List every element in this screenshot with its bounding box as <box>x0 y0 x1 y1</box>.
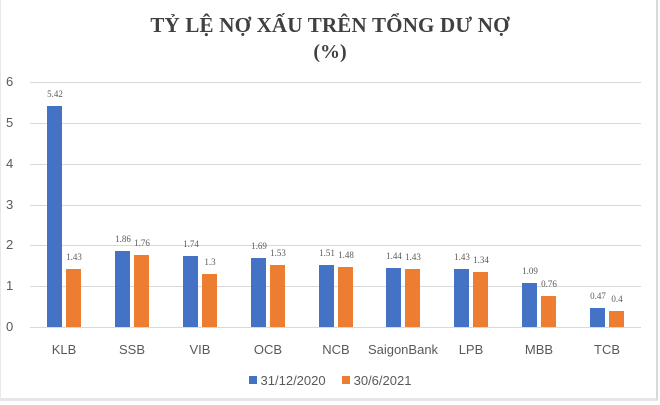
gridline <box>30 123 641 124</box>
x-axis-label: LPB <box>458 342 484 357</box>
x-axis-label: KLB <box>51 342 77 357</box>
bar-saigonbank-2021 <box>405 269 420 327</box>
data-label: 1.43 <box>66 252 82 262</box>
data-label: 0.4 <box>611 294 623 304</box>
legend-label: 30/6/2021 <box>353 372 412 388</box>
x-axis-label: MBB <box>524 342 554 357</box>
data-label: 1.51 <box>319 248 335 258</box>
bar-lpb-2021 <box>473 272 488 327</box>
bar-lpb-2020 <box>454 269 469 327</box>
x-axis-label: VIB <box>189 342 211 357</box>
gridline <box>30 286 641 287</box>
chart-subtitle: (%) <box>313 41 347 63</box>
legend-item: 31/12/2020 <box>248 372 326 388</box>
data-label: 1.44 <box>386 251 402 261</box>
data-label: 1.86 <box>115 234 131 244</box>
bar-mbb-2020 <box>522 283 537 327</box>
bar-ocb-2021 <box>270 265 285 327</box>
y-tick-label: 2 <box>6 237 14 252</box>
gridline <box>30 327 641 328</box>
chart-title: TỶ LỆ NỢ XẤU TRÊN TỔNG DƯ NỢ <box>150 13 510 37</box>
data-label: 0.47 <box>590 291 606 301</box>
x-axis-label: NCB <box>322 342 350 357</box>
data-label: 1.69 <box>251 241 267 251</box>
data-label: 1.53 <box>270 248 286 258</box>
data-label: 1.43 <box>405 252 421 262</box>
x-axis-label: SaigonBank <box>367 342 439 357</box>
x-axis-label: SSB <box>118 342 145 357</box>
x-axis-label: OCB <box>253 342 283 357</box>
gridline <box>30 82 641 83</box>
y-tick-label: 0 <box>6 319 14 334</box>
data-label: 1.3 <box>204 257 216 267</box>
data-label: 1.34 <box>473 255 489 265</box>
x-axis-label: TCB <box>594 342 620 357</box>
bar-klb-2020 <box>47 106 62 327</box>
data-label: 1.43 <box>454 252 470 262</box>
bar-ocb-2020 <box>251 258 266 327</box>
bar-tcb-2020 <box>590 308 605 327</box>
data-label: 1.48 <box>338 250 354 260</box>
gridline <box>30 164 641 165</box>
bar-saigonbank-2020 <box>386 268 401 327</box>
bar-ncb-2021 <box>338 267 353 327</box>
legend-swatch-icon <box>248 376 257 384</box>
bar-vib-2021 <box>202 274 217 327</box>
data-label: 0.76 <box>541 279 557 289</box>
bar-ssb-2021 <box>134 255 149 327</box>
data-label: 5.42 <box>47 89 63 99</box>
bar-ssb-2020 <box>115 251 130 327</box>
data-label: 1.76 <box>134 238 150 248</box>
data-label: 1.09 <box>522 266 538 276</box>
bar-mbb-2021 <box>541 296 556 327</box>
bar-vib-2020 <box>183 256 198 327</box>
legend-swatch-icon <box>341 376 350 384</box>
gridline <box>30 205 641 206</box>
y-tick-label: 4 <box>6 156 14 171</box>
legend-label: 31/12/2020 <box>260 372 326 388</box>
bar-tcb-2021 <box>609 311 624 327</box>
gridline <box>30 245 641 246</box>
legend-item: 30/6/2021 <box>341 372 412 388</box>
y-tick-label: 5 <box>6 115 14 130</box>
bar-ncb-2020 <box>319 265 334 327</box>
data-label: 1.74 <box>183 239 199 249</box>
y-tick-label: 3 <box>6 197 14 212</box>
y-tick-label: 6 <box>6 74 14 89</box>
legend: 31/12/2020 30/6/2021 <box>0 372 660 388</box>
y-tick-label: 1 <box>6 278 14 293</box>
bar-klb-2021 <box>66 269 81 327</box>
